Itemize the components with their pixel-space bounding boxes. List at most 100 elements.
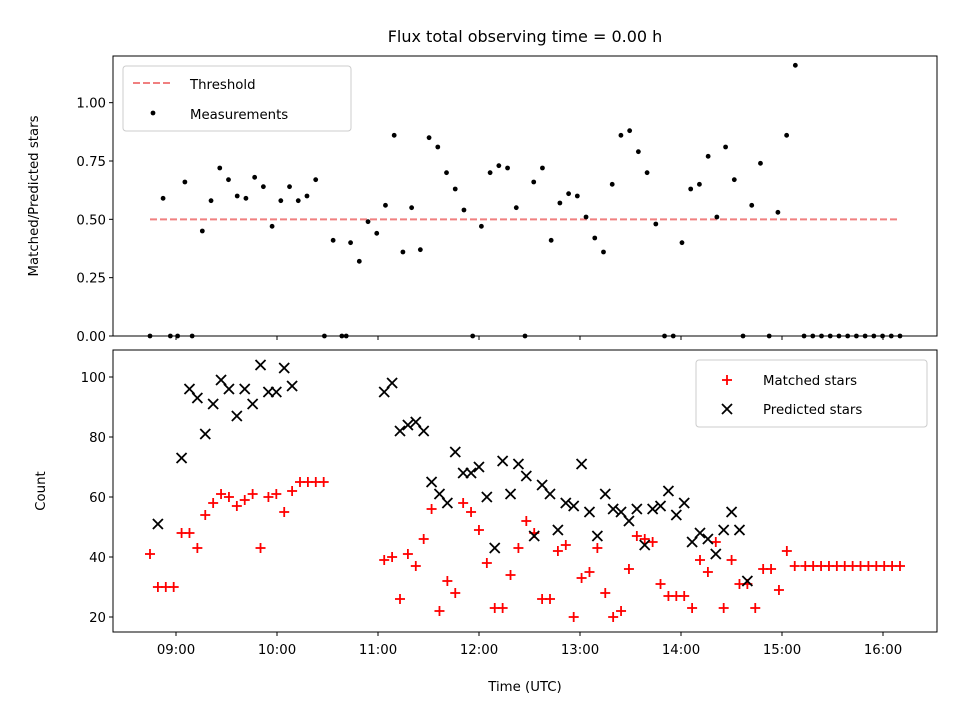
predicted-star-point (286, 380, 298, 392)
predicted-star-point (278, 362, 290, 374)
matched-star-point (216, 489, 227, 499)
measurement-point (540, 165, 545, 171)
measurement-point (662, 333, 667, 339)
measurement-point (313, 177, 319, 183)
measurement-point (356, 258, 362, 264)
top-y-tick-label: 0.00 (76, 330, 106, 345)
predicted-star-point (686, 536, 698, 548)
measurement-point (775, 209, 781, 215)
predicted-star-point (646, 503, 659, 515)
matched-star-point (255, 543, 266, 553)
predicted-star-point (536, 479, 548, 491)
measurement-point (862, 333, 868, 339)
bottom-y-tick-label: 40 (89, 551, 106, 566)
measurement-point (348, 240, 353, 246)
measurement-point (304, 193, 310, 199)
predicted-star-point (394, 425, 406, 437)
matched-star-point (200, 510, 211, 520)
matched-star-point (263, 492, 274, 502)
x-tick-label: 13:00 (561, 643, 599, 658)
measurement-point (330, 237, 336, 243)
legend-matched-label: Matched stars (763, 374, 857, 389)
legend-measurements-label: Measurements (190, 108, 288, 123)
predicted-star-point (425, 476, 438, 488)
matched-star-point (521, 516, 532, 526)
matched-star-point (223, 492, 234, 502)
measurement-point (513, 205, 519, 211)
measurement-point (182, 179, 188, 185)
predicted-star-point (386, 377, 398, 389)
predicted-star-point (568, 500, 580, 512)
top-y-axis-label: Matched/Predicted stars (27, 115, 42, 276)
predicted-star-point (623, 515, 635, 527)
matched-star-point (592, 543, 603, 553)
matched-star-point (426, 504, 437, 514)
predicted-star-point (702, 533, 714, 545)
measurement-point (557, 200, 563, 206)
matched-star-point (247, 489, 258, 499)
bottom-x-ticks: 09:00 10:00 11:00 12:00 13:00 14:00 15:00 16:00 (157, 632, 902, 658)
predicted-star-point (402, 419, 414, 431)
measurement-point (452, 186, 458, 192)
measurement-point (409, 205, 415, 211)
measurement-point (478, 223, 484, 229)
matched-star-point (568, 612, 579, 622)
matched-star-point (655, 579, 666, 589)
top-y-tick-label: 1.00 (76, 97, 106, 112)
legend-predicted-label: Predicted stars (763, 403, 862, 418)
predicted-star-point (662, 485, 675, 497)
measurement-point (505, 165, 510, 171)
measurement-point (435, 144, 441, 150)
measurement-point (897, 333, 903, 339)
bottom-y-tick-label: 100 (81, 371, 106, 386)
predicted-star-point (544, 488, 556, 500)
measurement-point (758, 160, 763, 166)
measurement-point (322, 333, 327, 339)
top-y-tick-label: 0.75 (76, 155, 106, 170)
matched-star-point (781, 546, 792, 556)
measurement-point (705, 153, 711, 159)
legend-predicted-swatch (721, 403, 733, 415)
predicted-star-point (410, 416, 422, 428)
top-y-ticks: 0.00 0.25 0.50 0.75 1.00 (76, 97, 113, 345)
top-legend: Threshold Measurements (122, 65, 352, 132)
chart-title: Flux total observing time = 0.00 h (388, 27, 663, 46)
x-tick-label: 15:00 (763, 643, 801, 658)
matched-star-point (766, 564, 777, 574)
predicted-star-point (654, 500, 667, 512)
measurement-point (417, 247, 423, 253)
matched-star-point (168, 582, 179, 592)
matched-star-point (750, 603, 761, 613)
measurement-point (234, 193, 240, 199)
top-x-ticks (175, 336, 884, 340)
matched-star-point (145, 549, 155, 559)
predicted-star-point (418, 425, 430, 437)
measurement-point (880, 333, 885, 339)
measurement-point (618, 132, 624, 138)
measurement-point (243, 195, 249, 201)
measurement-point (574, 193, 580, 199)
matched-star-point (623, 564, 634, 574)
measurement-point (461, 207, 467, 213)
top-y-tick-label: 0.25 (76, 272, 106, 287)
x-tick-label: 14:00 (662, 643, 700, 658)
matched-star-point (279, 507, 290, 517)
measurement-point (531, 179, 537, 185)
predicted-star-point (239, 383, 251, 395)
predicted-star-point (560, 497, 572, 509)
matched-star-point (710, 537, 721, 547)
predicted-star-point (631, 503, 643, 515)
measurement-point (592, 235, 598, 241)
predicted-star-point (473, 461, 485, 473)
measurement-point (566, 191, 572, 197)
legend-threshold-label: Threshold (189, 78, 256, 93)
matched-star-point (239, 495, 250, 505)
measurement-point (444, 170, 449, 176)
legend-matched-swatch (722, 375, 732, 385)
predicted-star-point (191, 392, 204, 404)
matched-star-point (687, 603, 698, 613)
matched-star-point (789, 561, 800, 571)
predicted-star-point (520, 470, 532, 482)
predicted-star-point (199, 428, 211, 440)
predicted-star-point (583, 506, 596, 518)
